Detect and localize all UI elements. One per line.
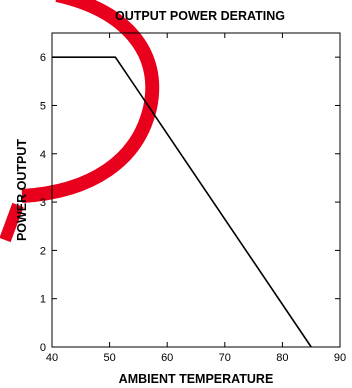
y-tick-label: 1 <box>40 294 46 306</box>
watermark-curve <box>21 0 160 203</box>
y-tick-label: 5 <box>40 100 46 112</box>
derating-curve <box>52 56 312 348</box>
y-tick-label: 6 <box>40 52 46 64</box>
x-tick-label: 90 <box>334 352 346 364</box>
watermark-stroke-left <box>0 202 24 243</box>
y-axis-label: POWER OUTPUT <box>15 139 29 241</box>
plot-frame <box>51 32 341 348</box>
x-tick-label: 40 <box>46 352 58 364</box>
chart-title: OUTPUT POWER DERATING <box>115 9 285 23</box>
y-tick-label: 0 <box>40 342 46 354</box>
y-tick-label: 4 <box>40 149 46 161</box>
x-tick-label: 70 <box>219 352 231 364</box>
x-tick-label: 50 <box>103 352 115 364</box>
x-tick-label: 80 <box>276 352 288 364</box>
y-tick-label: 2 <box>40 245 46 257</box>
x-tick-label: 60 <box>161 352 173 364</box>
x-axis-label: AMBIENT TEMPERATURE <box>119 372 274 386</box>
y-tick-label: 3 <box>40 197 46 209</box>
x-ticks: 40 50 60 70 80 90 <box>46 33 346 364</box>
y-ticks: 0 1 2 3 4 5 6 <box>40 52 340 354</box>
